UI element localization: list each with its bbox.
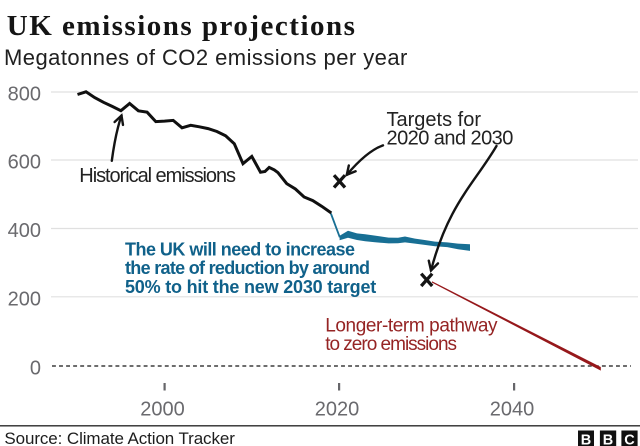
svg-text:Source: Climate Action Tracker: Source: Climate Action Tracker xyxy=(4,429,235,446)
svg-text:400: 400 xyxy=(8,220,41,242)
svg-text:2020: 2020 xyxy=(315,399,360,421)
svg-text:0: 0 xyxy=(30,358,41,380)
svg-text:800: 800 xyxy=(8,84,41,106)
svg-text:UK emissions projections: UK emissions projections xyxy=(7,10,357,42)
svg-text:2040: 2040 xyxy=(490,399,535,421)
svg-text:B: B xyxy=(581,432,591,446)
svg-text:Historical emissions: Historical emissions xyxy=(79,165,236,187)
svg-text:C: C xyxy=(624,432,635,446)
svg-text:B: B xyxy=(603,432,613,446)
svg-text:Megatonnes of CO2 emissions pe: Megatonnes of CO2 emissions per year xyxy=(4,45,408,70)
svg-text:2000: 2000 xyxy=(140,399,185,421)
svg-text:200: 200 xyxy=(8,288,41,310)
svg-text:600: 600 xyxy=(8,152,41,174)
